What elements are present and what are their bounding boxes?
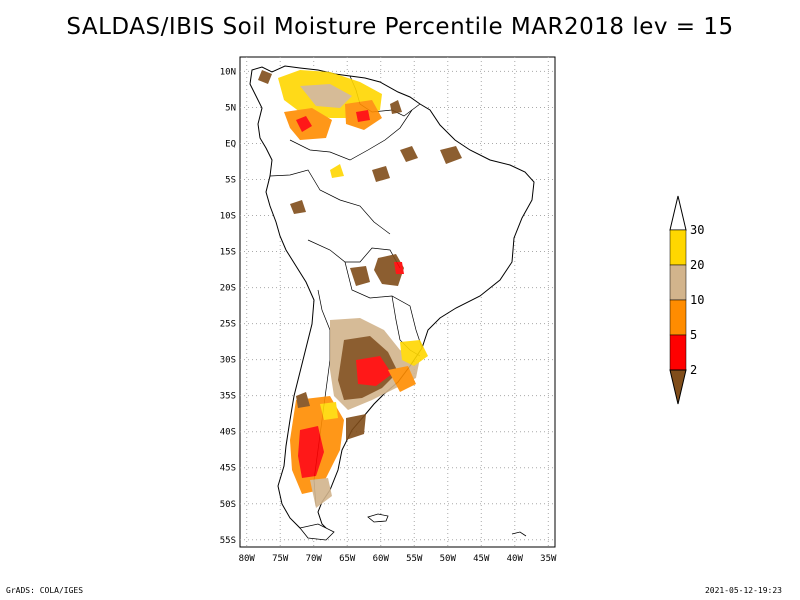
colorbar-label: 20 <box>690 258 704 272</box>
colorbar-segment <box>669 299 687 336</box>
lon-tick-label: 55W <box>406 554 423 564</box>
lat-tick-label: 45S <box>220 464 236 474</box>
colorbar-segment <box>669 334 687 371</box>
lon-tick-label: 80W <box>239 554 256 564</box>
colorbar-label: 30 <box>690 223 704 237</box>
colorbar-top-arrow <box>669 195 687 231</box>
colorbar-label: 10 <box>690 293 704 307</box>
lat-tick-label: 40S <box>220 428 236 438</box>
lat-tick-label: 10N <box>220 67 236 77</box>
footer-credit: GrADS: COLA/IGES <box>6 586 84 595</box>
axis-ticks: 10N 5N EQ 5S 10S 15S 20S 25S 30S 35S 40S 45S 50S 55S8… <box>220 67 557 564</box>
lat-tick-label: 10S <box>220 212 236 222</box>
lat-tick-label: 55S <box>220 536 236 546</box>
colorbar-segment <box>669 229 687 266</box>
colorbar-label: 5 <box>690 328 697 342</box>
lat-tick-label: 5S <box>225 176 236 186</box>
colorbar-label: 2 <box>690 363 697 377</box>
map-title: SALDAS/IBIS Soil Moisture Percentile MAR… <box>66 14 734 40</box>
soil-moisture-shading <box>258 70 462 508</box>
lat-tick-label: 20S <box>220 284 236 294</box>
map-frame <box>239 56 556 548</box>
falkland-islands <box>367 513 389 523</box>
lon-tick-label: 35W <box>540 554 557 564</box>
south-georgia <box>511 531 527 537</box>
colorbar: 2 5 10 20 30 <box>669 195 704 405</box>
lon-tick-label: 75W <box>272 554 289 564</box>
tierra-del-fuego <box>299 523 335 541</box>
footer-timestamp: 2021-05-12-19:23 <box>704 586 782 595</box>
lon-tick-label: 50W <box>440 554 457 564</box>
lat-tick-label: 25S <box>220 320 236 330</box>
lon-tick-label: 65W <box>339 554 356 564</box>
lon-tick-label: 70W <box>306 554 323 564</box>
colorbar-bottom-arrow <box>669 369 687 405</box>
colorbar-segment <box>669 264 687 301</box>
lat-tick-label: EQ <box>225 139 236 149</box>
lat-tick-label: 35S <box>220 392 236 402</box>
lat-tick-label: 5N <box>225 103 236 113</box>
lon-tick-label: 45W <box>473 554 490 564</box>
lat-tick-label: 30S <box>220 356 236 366</box>
lat-tick-label: 50S <box>220 500 236 510</box>
lon-tick-label: 40W <box>507 554 524 564</box>
lon-tick-label: 60W <box>373 554 390 564</box>
lat-tick-label: 15S <box>220 248 236 258</box>
